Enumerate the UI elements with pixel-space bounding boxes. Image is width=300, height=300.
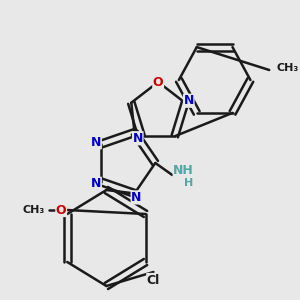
Text: Cl: Cl: [147, 274, 160, 286]
Text: NH: NH: [173, 164, 194, 178]
Text: N: N: [91, 177, 101, 190]
Text: N: N: [133, 132, 143, 145]
Text: CH₃: CH₃: [277, 63, 299, 73]
Text: N: N: [131, 191, 142, 204]
Text: H: H: [184, 178, 193, 188]
Text: CH₃: CH₃: [23, 205, 45, 215]
Text: N: N: [91, 136, 101, 149]
Text: O: O: [153, 76, 164, 88]
Text: N: N: [184, 94, 194, 107]
Text: O: O: [56, 203, 67, 217]
